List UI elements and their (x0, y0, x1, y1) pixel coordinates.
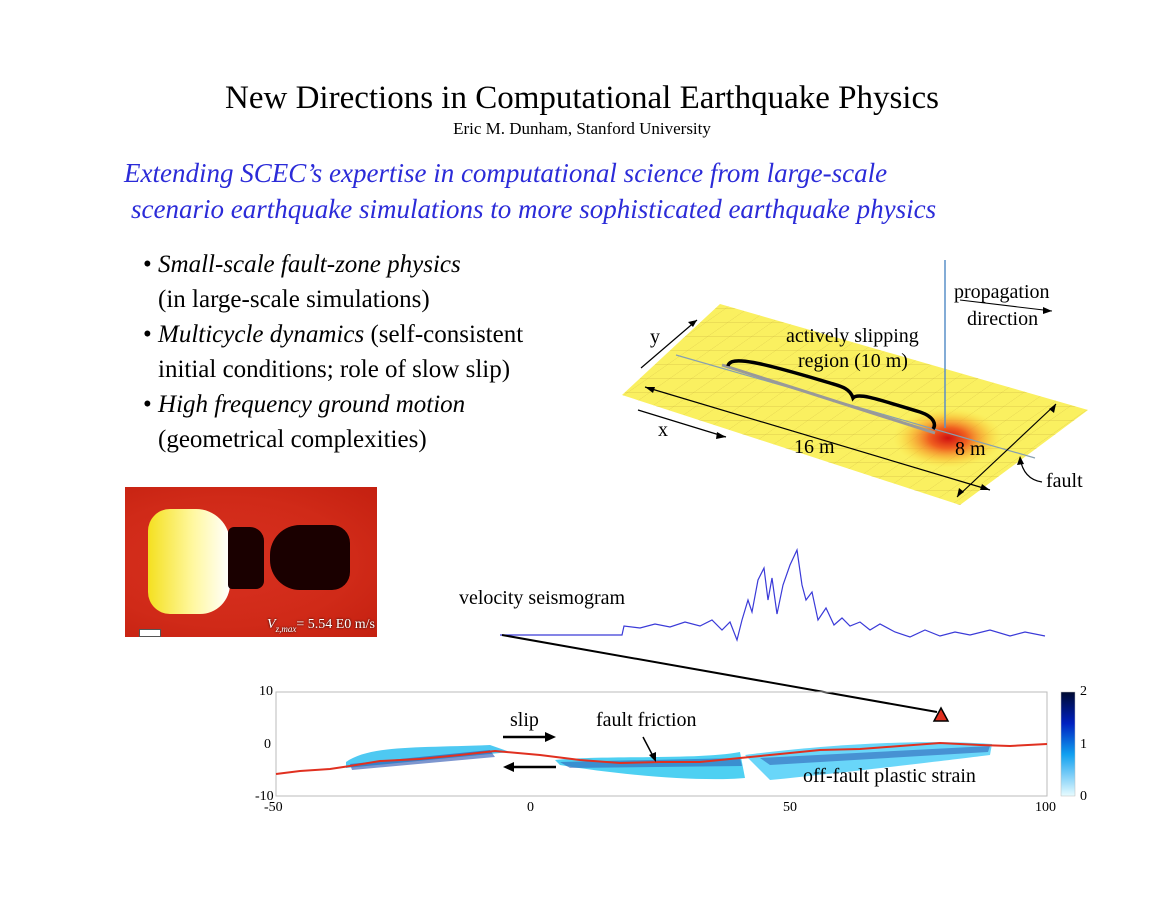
x-tick: 50 (783, 800, 797, 815)
x-axis-label: x (658, 419, 668, 441)
bullet-text: (self-consistent (364, 321, 524, 348)
active-region-label-1: actively slipping (786, 325, 919, 347)
colorbar-tick: 2 (1080, 684, 1087, 699)
x-tick: 0 (527, 800, 534, 815)
y-tick: 10 (259, 684, 273, 699)
bullet-emphasis: Multicycle dynamics (158, 321, 365, 348)
slide-title: New Directions in Computational Earthqua… (225, 80, 939, 116)
colorbar (1060, 691, 1076, 797)
wavefield-snapshot: Vz,max= 5.54 E0 m/s (125, 487, 377, 637)
dark-region (270, 525, 350, 590)
length-label: 16 m (794, 436, 835, 458)
station-pointer (501, 634, 938, 713)
velocity-seismogram (500, 547, 1046, 642)
colorbar-tick: 0 (1080, 789, 1087, 804)
hot-region (148, 509, 230, 614)
subtitle-line-1: Extending SCEC’s expertise in computatio… (124, 158, 888, 188)
fault-label: fault (1046, 470, 1083, 492)
bullet-item: • Small-scale fault-zone physics (143, 251, 461, 278)
y-tick: -10 (255, 789, 274, 804)
y-axis-label: y (650, 326, 660, 348)
bullet-emphasis: High frequency ground motion (158, 391, 466, 418)
rupture-front (893, 408, 1003, 468)
x-axis-arrow (637, 409, 727, 438)
width-label: 8 m (955, 438, 986, 460)
direction-label: direction (967, 308, 1039, 330)
y-tick: 0 (264, 737, 271, 752)
active-region-label-2: region (10 m) (798, 350, 908, 372)
bullet-list: • Small-scale fault-zone physics (in lar… (143, 247, 523, 457)
author-line: Eric M. Dunham, Stanford University (453, 119, 711, 138)
length-arrow (644, 386, 991, 491)
plastic-strain-label: off-fault plastic strain (803, 765, 976, 787)
bullet-item: • Multicycle dynamics (self-consistent (143, 321, 524, 348)
slip-label: slip (510, 709, 539, 731)
colorbar-tick: 1 (1080, 737, 1087, 752)
vmax-label: Vz,max= 5.54 E0 m/s (267, 617, 375, 634)
bullet-continuation: (in large-scale simulations) (158, 286, 430, 313)
propagation-label: propagation (954, 281, 1050, 303)
station-triangle-icon (932, 706, 950, 722)
seismogram-label: velocity seismogram (459, 587, 626, 609)
fault-trace (275, 741, 1048, 775)
x-tick: 100 (1035, 800, 1056, 815)
fault-friction-label: fault friction (596, 709, 697, 731)
subtitle-line-2: scenario earthquake simulations to more … (131, 194, 937, 224)
bullet-item: • High frequency ground motion (143, 391, 466, 418)
width-arrow (956, 403, 1057, 498)
bullet-continuation: initial conditions; role of slow slip) (158, 356, 511, 383)
slip-region-brace (726, 359, 937, 431)
bullet-emphasis: Small-scale fault-zone physics (158, 251, 461, 278)
bullet-continuation: (geometrical complexities) (158, 426, 427, 453)
x-tick: -50 (264, 800, 283, 815)
y-axis-arrow (640, 319, 698, 369)
